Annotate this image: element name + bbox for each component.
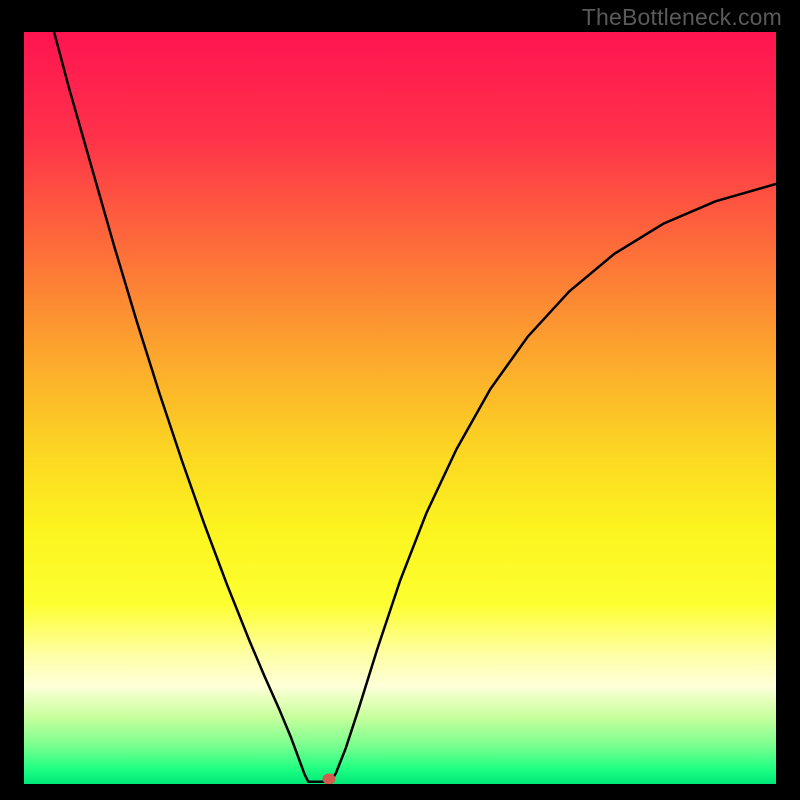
bottleneck-curve	[24, 32, 776, 784]
watermark-text: TheBottleneck.com	[582, 4, 782, 31]
plot-area	[24, 32, 776, 784]
optimum-marker	[322, 773, 335, 784]
curve-path	[54, 32, 776, 782]
